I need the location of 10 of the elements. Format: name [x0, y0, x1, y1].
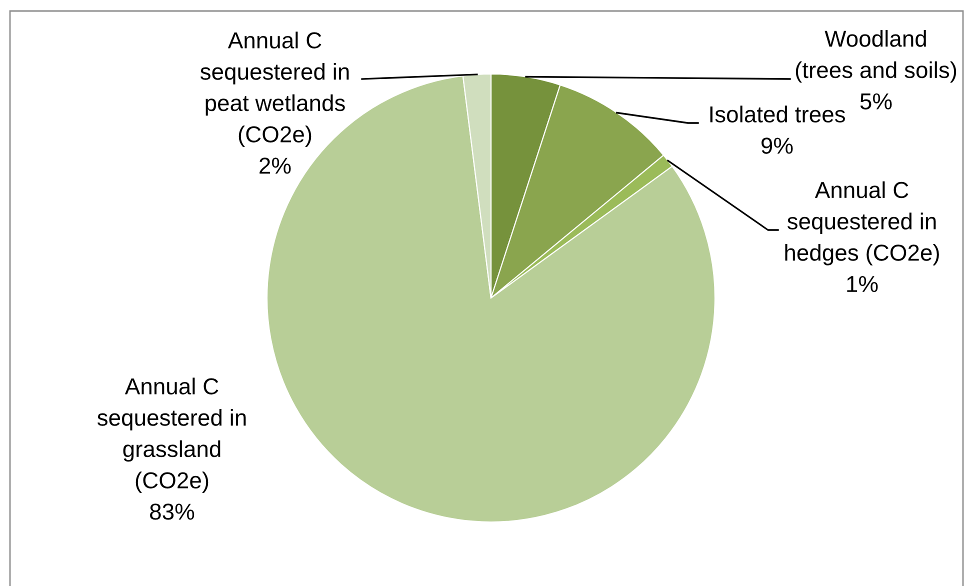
- slice-label: Annual C sequestered in hedges (CO2e): [785, 181, 939, 266]
- slice-label: Isolated trees: [710, 106, 845, 122]
- slice-label: Woodland (trees and soils): [796, 30, 956, 83]
- data-label: 2%: [260, 158, 291, 174]
- data-label: 83%: [150, 504, 194, 520]
- data-label: 1%: [847, 276, 878, 292]
- slice-label: Annual C sequestered in grassland (CO2e): [97, 378, 246, 493]
- slice-label: Annual C sequestered in peat wetlands (CO2e): [200, 32, 349, 147]
- data-label: 5%: [860, 93, 892, 110]
- data-label: 9%: [762, 138, 793, 154]
